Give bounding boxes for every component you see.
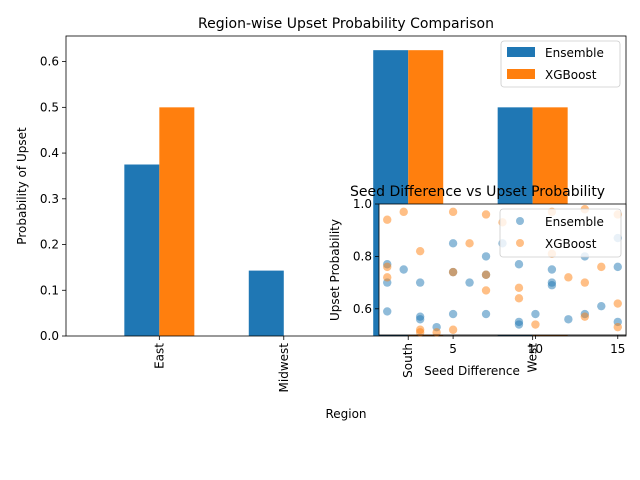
scatter-point-ensemble [547,265,557,274]
bar-x-ticks: East Midwest South West [152,336,540,393]
scatter-point-xgboost [564,273,573,282]
scatter-y-tick-label: 0.8 [353,249,372,263]
scatter-x-ticks: 5 10 15 [449,335,625,356]
bar-y-tick-label: 0.1 [40,283,59,297]
scatter-legend-label-xgboost: XGBoost [545,237,597,251]
bar-x-tick-label-midwest: Midwest [277,343,291,393]
scatter-point-xgboost [448,325,458,334]
scatter-y-tick-label: 0.6 [353,302,372,316]
bar-legend-swatch-xgboost [507,69,535,79]
scatter-point-ensemble [481,309,491,319]
scatter-point-xgboost [448,207,458,217]
bar-y-tick-label: 0.2 [40,238,59,252]
scatter-point-xgboost [514,294,524,303]
scatter-point-xgboost [383,273,392,282]
scatter-point-xgboost [415,246,425,256]
scatter-point-xgboost [383,262,392,272]
scatter-point-ensemble [481,252,491,261]
bar-x-tick-label-south: South [401,343,415,378]
scatter-point-xgboost [399,207,408,217]
scatter-x-tick-label: 15 [610,342,625,356]
scatter-point-ensemble [415,278,425,287]
scatter-point-ensemble [415,315,425,324]
bar-y-ticks: 0.0 0.1 0.2 0.3 0.4 0.5 0.6 [40,55,66,343]
scatter-point-xgboost [613,322,622,332]
bar-y-tick-label: 0.5 [40,100,59,114]
scatter-point-ensemble [613,262,622,272]
scatter-point-xgboost [481,286,491,295]
scatter-point-xgboost [481,210,491,219]
bar-legend-swatch-ensemble [507,47,535,57]
scatter-y-tick-label: 1.0 [353,197,372,211]
scatter-y-axis-label: Upset Probability [328,219,342,321]
scatter-point-ensemble [448,239,458,248]
scatter-point-ensemble [597,301,606,311]
scatter-x-axis-label: Seed Difference [424,364,520,378]
bar-y-tick-label: 0.6 [40,55,59,69]
scatter-point-xgboost [415,328,425,337]
scatter-point-xgboost [448,267,458,277]
bar-xgboost-east [159,107,195,336]
scatter-point-xgboost [531,320,540,329]
scatter-legend-marker-ensemble [516,217,524,225]
scatter-legend-marker-xgboost [516,239,524,247]
scatter-point-xgboost [432,328,441,337]
bar-x-axis-label: Region [325,407,366,421]
scatter-point-xgboost [465,239,474,248]
bar-y-axis-label: Probability of Upset [15,127,29,245]
scatter-point-ensemble [465,278,474,287]
bar-y-tick-label: 0.4 [40,146,59,160]
scatter-legend: Ensemble XGBoost [499,208,622,258]
bar-x-tick-label-east: East [152,343,166,369]
bar-x-tick-label-west: West [526,343,540,373]
scatter-point-xgboost [613,299,622,308]
scatter-point-ensemble [514,260,524,269]
scatter-point-ensemble [448,309,458,319]
scatter-inset-chart: 0.6 0.8 1.0 5 10 15 Seed Difference vs Upset… [328,184,627,378]
scatter-plot-frame [378,203,627,336]
scatter-x-tick-label: 5 [449,342,457,356]
scatter-point-xgboost [383,215,392,224]
scatter-legend-label-ensemble: Ensemble [545,215,604,229]
scatter-point-ensemble [383,307,392,316]
scatter-point-xgboost [514,283,524,293]
scatter-point-ensemble [514,320,524,329]
scatter-point-xgboost [481,270,491,279]
scatter-point-ensemble [399,265,408,274]
scatter-y-ticks: 0.6 0.8 1.0 [353,197,379,316]
bar-y-tick-label: 0.0 [40,329,59,343]
scatter-marks [383,205,622,337]
bar-legend: Ensemble XGBoost [500,40,621,88]
bar-legend-label-xgboost: XGBoost [545,68,597,82]
bar-plot-frame [65,35,627,337]
scatter-point-xgboost [580,312,590,321]
bar-legend-label-ensemble: Ensemble [545,46,604,60]
scatter-point-xgboost [580,278,590,287]
bar-chart-title: Region-wise Upset Probability Comparison [198,16,494,32]
scatter-x-tick-label: 10 [528,342,543,356]
bar-y-tick-label: 0.3 [40,192,59,206]
scatter-point-xgboost [597,262,606,272]
bar-ensemble-east [124,164,160,336]
scatter-legend-box [499,208,622,258]
scatter-point-ensemble [531,309,540,319]
scatter-chart-title: Seed Difference vs Upset Probability [350,184,605,200]
bar-ensemble-midwest [248,270,284,336]
scatter-point-ensemble [564,315,573,324]
scatter-point-ensemble [547,281,557,290]
